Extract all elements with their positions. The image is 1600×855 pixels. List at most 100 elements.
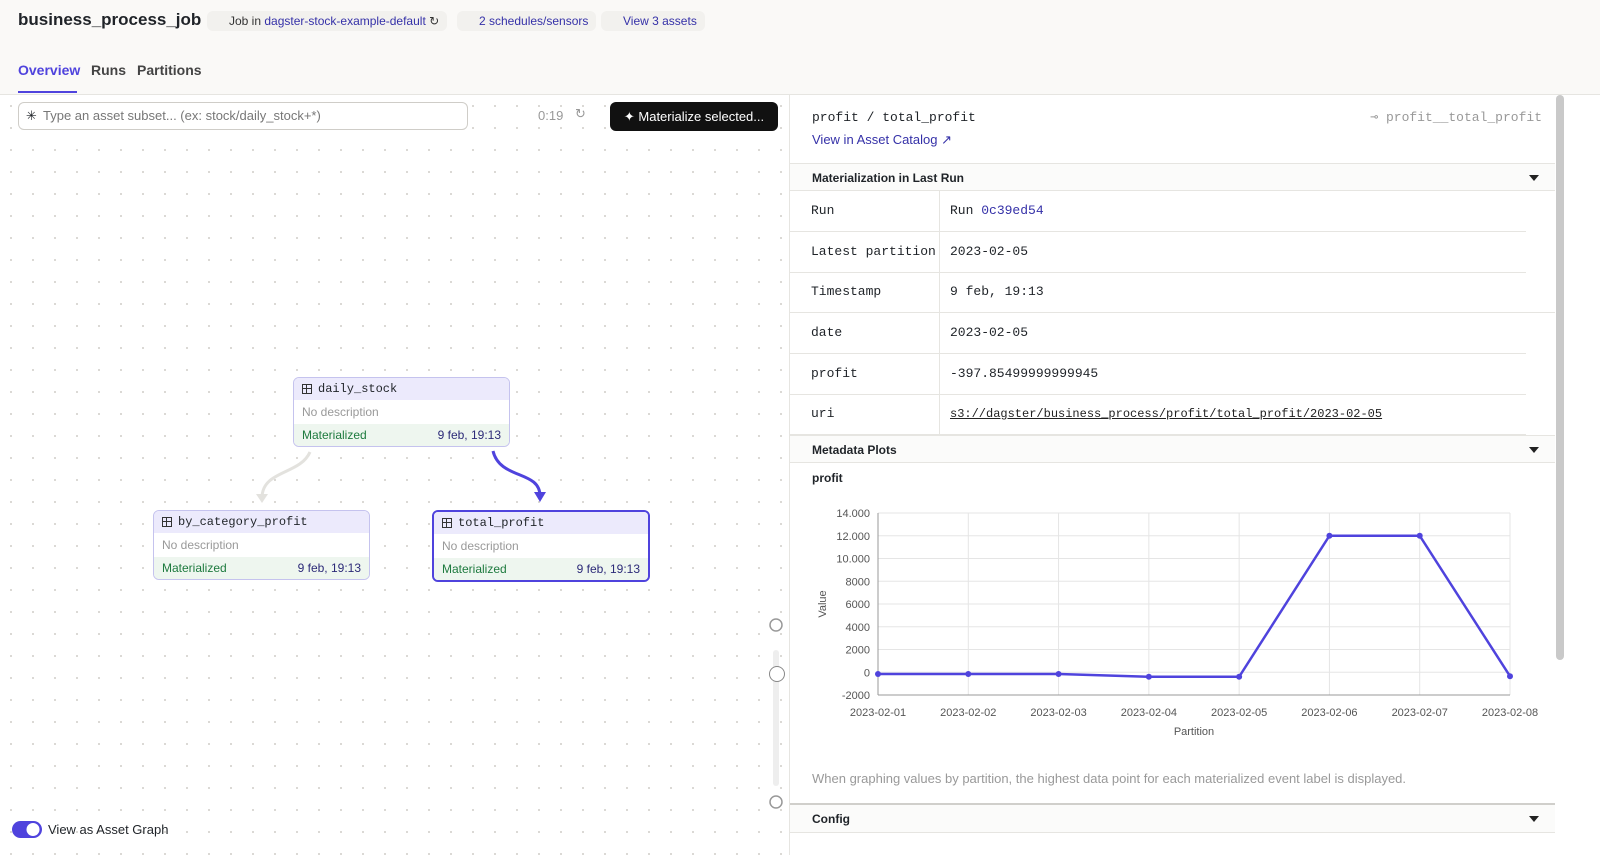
zoom-track: [773, 650, 779, 786]
zoom-in[interactable]: [769, 618, 783, 632]
y-tick-label: -2000: [842, 690, 870, 702]
catalog-link-text: View in Asset Catalog: [812, 132, 938, 147]
plot-note: When graphing values by partition, the h…: [812, 771, 1407, 786]
x-tick-label: 2023-02-06: [1301, 707, 1357, 719]
node-time: 9 feb, 19:13: [437, 428, 501, 442]
data-point: [1145, 673, 1152, 680]
refresh-icon[interactable]: ↻: [575, 106, 586, 121]
row-value: 2023-02-05: [950, 325, 1029, 340]
x-tick-label: 2023-02-01: [850, 707, 906, 719]
zoom-handle[interactable]: [769, 666, 785, 682]
y-tick-label: 14.000: [836, 508, 870, 520]
line-chart: -2000 0 2000 4000 6000 8000 10.000 12.000 14.000…: [817, 508, 1538, 738]
meta-row: uri s3://dagster/business_process/profit/…: [790, 394, 1526, 435]
x-axis-label: Partition: [1174, 726, 1214, 738]
node-time: 9 feb, 19:13: [297, 561, 361, 575]
section-header[interactable]: Metadata Plots: [790, 435, 1555, 463]
row-value: -397.85499999999945: [950, 366, 1099, 381]
toggle-knob: [26, 823, 40, 836]
uri-link[interactable]: s3://dagster/business_process/profit/tot…: [950, 407, 1383, 421]
data-point: [1507, 673, 1513, 680]
x-tick-label: 2023-02-03: [1030, 707, 1086, 719]
materialize-label: Materialize selected...: [638, 109, 765, 124]
edge-arrow: [534, 492, 546, 502]
row-value: 2023-02-05: [950, 244, 1029, 259]
meta-row: date 2023-02-05: [790, 313, 1526, 354]
tab-underline: [18, 91, 77, 93]
section-header[interactable]: Config: [790, 803, 1555, 833]
catalog-link[interactable]: View in Asset Catalog ↗: [812, 132, 953, 147]
job-title: business_process_job: [18, 10, 202, 29]
job-badge: Job in dagster-stock-example-default ↻: [207, 11, 448, 31]
row-value-text: Run: [950, 203, 974, 218]
meta-row: Latest partition 2023-02-05: [790, 232, 1526, 273]
y-tick-label: 6000: [846, 599, 870, 611]
data-point: [875, 670, 881, 677]
asset-key: ⊸ profit__total_profit: [1370, 110, 1542, 125]
node-status: Materialized: [162, 561, 227, 575]
row-label: date: [811, 325, 843, 340]
row-value: Run 0c39ed54: [950, 191, 1044, 231]
row-label: Timestamp: [811, 284, 882, 299]
tab[interactable]: Runs: [91, 62, 126, 78]
toggle-label: View as Asset Graph: [48, 822, 169, 837]
edge: [491, 450, 542, 497]
graph-edges: [12, 450, 785, 838]
data-point: [1416, 532, 1423, 539]
assets-badge[interactable]: View 3 assets: [601, 11, 705, 31]
node-status-row: Materialized 9 feb, 19:13: [294, 424, 509, 446]
edge-arrow: [256, 494, 268, 503]
node-description: No description: [162, 538, 239, 552]
node-status-row: Materialized 9 feb, 19:13: [434, 558, 648, 580]
zoom-out[interactable]: [769, 795, 783, 809]
series-line: [878, 534, 1512, 679]
asset-key-text: profit__total_profit: [1385, 110, 1542, 125]
tab[interactable]: Overview: [18, 62, 81, 78]
repo-link[interactable]: dagster-stock-example-default: [264, 14, 426, 28]
assets-link[interactable]: View 3 assets: [623, 14, 697, 28]
row-value: 9 feb, 19:13: [950, 284, 1044, 299]
asset-node-selected[interactable]: total_profit No description Materialized…: [432, 510, 650, 582]
meta-row: Run Run 0c39ed54: [790, 191, 1526, 232]
node-description: No description: [442, 539, 519, 553]
node-label: by_category_profit: [154, 511, 369, 533]
side-panel: [789, 95, 1556, 855]
scrollbar: [1556, 95, 1564, 660]
asset-node[interactable]: daily_stock No description Materialized 9…: [293, 377, 510, 447]
refresh-timer: 0:19: [538, 108, 564, 123]
y-tick-label: 12.000: [836, 531, 870, 543]
row-label: uri: [811, 406, 835, 421]
node-status: Materialized: [442, 562, 507, 576]
run-link[interactable]: 0c39ed54: [981, 203, 1044, 218]
asset-path: profit / total_profit: [812, 110, 976, 125]
tab[interactable]: Partitions: [137, 62, 202, 78]
node-description: No description: [302, 405, 379, 419]
row-label: profit: [811, 366, 858, 381]
edge: [260, 451, 312, 499]
node-label: daily_stock: [294, 378, 509, 400]
data-point: [965, 670, 972, 677]
x-tick-label: 2023-02-07: [1392, 707, 1448, 719]
y-tick-label: 10.000: [836, 554, 870, 566]
plot-title: profit: [812, 471, 843, 485]
data-point: [1236, 673, 1243, 680]
schedules-link[interactable]: 2 schedules/sensors: [479, 14, 589, 28]
node-time: 9 feb, 19:13: [576, 562, 640, 576]
schedules-badge[interactable]: 2 schedules/sensors: [457, 11, 597, 31]
asset-node[interactable]: by_category_profit No description Materi…: [153, 510, 370, 580]
section-header[interactable]: Materialization in Last Run: [790, 163, 1555, 191]
x-tick-label: 2023-02-02: [940, 707, 996, 719]
asset-search[interactable]: Type an asset subset... (ex: stock/daily…: [18, 102, 468, 130]
x-tick-label: 2023-02-04: [1121, 707, 1177, 719]
node-status: Materialized: [302, 428, 367, 442]
x-tick-label: 2023-02-05: [1211, 707, 1267, 719]
data-point: [1326, 532, 1333, 539]
materialize-button[interactable]: ✦ Materialize selected...: [610, 102, 778, 131]
node-label: total_profit: [434, 512, 648, 534]
node-status-row: Materialized 9 feb, 19:13: [154, 557, 369, 579]
meta-row: Timestamp 9 feb, 19:13: [790, 272, 1555, 313]
graph-canvas: [0, 95, 789, 855]
y-axis-label: Value: [817, 590, 829, 617]
y-tick-label: 4000: [846, 622, 870, 634]
